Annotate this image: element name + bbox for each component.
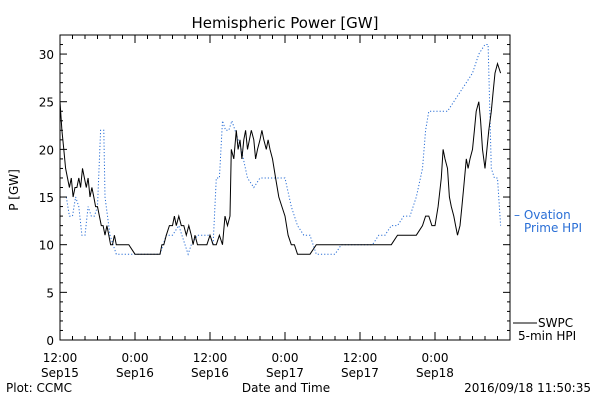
plot-credit: Plot: CCMC <box>6 381 72 395</box>
chart-title: Hemispheric Power [GW] <box>192 14 379 32</box>
ovation-legend-line1: – Ovation <box>514 208 571 222</box>
ovation-legend-line2: Prime HPI <box>524 221 582 235</box>
y-tick-label: 10 <box>39 239 54 253</box>
y-tick-label: 15 <box>39 191 54 205</box>
swpc-series-group <box>59 61 502 255</box>
swpc-5min-hpi-line <box>59 61 502 255</box>
ovation-prime-hpi-line <box>60 44 502 256</box>
x-tick-label-time: 0:00 <box>422 351 449 365</box>
plot-frame <box>59 34 511 341</box>
x-tick-label-time: 0:00 <box>122 351 149 365</box>
swpc-legend-line2: 5-min HPI <box>518 329 576 343</box>
y-tick-label: 0 <box>46 334 54 348</box>
y-tick-label: 20 <box>39 143 54 157</box>
y-tick-label: 30 <box>39 48 54 62</box>
x-tick-label-time: 0:00 <box>272 351 299 365</box>
x-tick-label-date: Sep17 <box>266 366 304 380</box>
x-axis-ticks: 12:00Sep150:00Sep1612:00Sep160:00Sep1712… <box>41 35 511 380</box>
x-tick-label-date: Sep16 <box>191 366 229 380</box>
y-tick-label: 5 <box>46 286 54 300</box>
x-tick-label-date: Sep16 <box>116 366 154 380</box>
y-axis-label: P [GW] <box>7 169 21 211</box>
x-tick-label-time: 12:00 <box>43 351 78 365</box>
plot-timestamp: 2016/09/18 11:50:35 <box>464 381 591 395</box>
x-tick-label-date: Sep17 <box>341 366 379 380</box>
swpc-legend-line1: SWPC <box>538 316 573 330</box>
x-tick-label-date: Sep18 <box>416 366 454 380</box>
x-tick-label-time: 12:00 <box>193 351 228 365</box>
ovation-series-group <box>60 44 502 256</box>
x-tick-label-time: 12:00 <box>343 351 378 365</box>
y-tick-label: 25 <box>39 96 54 110</box>
y-axis-ticks: 0 5 10 15 20 25 30 <box>39 34 510 348</box>
x-axis-label: Date and Time <box>242 381 330 395</box>
x-tick-label-date: Sep15 <box>41 366 79 380</box>
